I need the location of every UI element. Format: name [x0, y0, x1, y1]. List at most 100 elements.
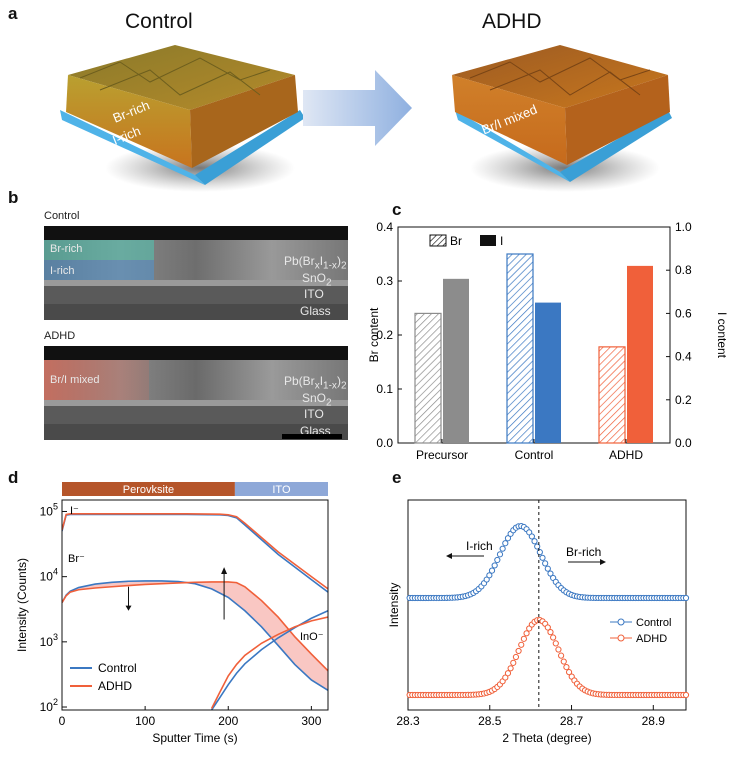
panel-a-illustration [60, 45, 672, 192]
sem-control-image: Br-rich I-rich Pb(BrxI1-x)2 SnO2 ITO Gla… [44, 226, 348, 320]
legend-label-adhd: ADHD [636, 633, 667, 645]
control-title: Control [125, 10, 193, 33]
control-right-face [190, 75, 298, 168]
sem-br-rich-label: Br-rich [50, 243, 83, 255]
panel-letter-e: e [392, 468, 402, 487]
sem-sno2-label: SnO2 [302, 391, 332, 409]
legend-swatch-i [480, 235, 496, 246]
legend-label-adhd: ADHD [98, 679, 132, 693]
scale-bar [282, 434, 342, 439]
legend-label-control: Control [98, 661, 137, 675]
data-point [563, 663, 570, 671]
y-tick-label: 105 [40, 501, 58, 518]
plot-frame [407, 499, 687, 711]
shaded-difference [62, 580, 328, 691]
series-adhd [406, 617, 690, 699]
legend-marker-adhd [617, 634, 625, 642]
annotation-i: I⁻ [70, 505, 79, 517]
band-perovskite [62, 482, 235, 496]
data-point [502, 674, 509, 681]
y-tick-label: 0.4 [376, 220, 393, 234]
data-point [550, 634, 557, 641]
sem-control-title: Control [44, 210, 80, 222]
annotation-br: Br⁻ [68, 553, 85, 565]
y-tick-label: 0.3 [376, 274, 393, 288]
y2-tick-label: 0.8 [675, 263, 692, 277]
x-tick-label: Control [515, 448, 554, 462]
adhd-right-face [565, 75, 670, 165]
data-point [494, 556, 501, 564]
y2-tick-label: 1.0 [675, 220, 692, 234]
data-point [496, 551, 504, 558]
panel-letter-a: a [8, 4, 18, 23]
data-point [504, 535, 512, 542]
data-point [560, 658, 567, 665]
y-tick-label: 0.1 [376, 382, 393, 396]
crack-lines [79, 57, 271, 83]
plot-frame [61, 499, 329, 711]
panel-letter-d: d [8, 468, 19, 487]
x-axis-label: 2 Theta (degree) [502, 731, 591, 745]
arrow-icon [303, 70, 412, 146]
legend-swatch-br [429, 234, 447, 247]
substrate-control-right [195, 110, 305, 185]
data-point [547, 629, 554, 636]
legend-marker-control [617, 618, 625, 626]
sem-br-i-mixed-label: Br/I mixed [50, 374, 100, 386]
y2-tick-label: 0.6 [675, 306, 692, 320]
control-top-face [68, 45, 295, 110]
data-point [510, 659, 517, 666]
bar-i-precursor [443, 278, 469, 443]
series-line-adhd-ino [210, 616, 328, 709]
y-axis-label: Br content [367, 307, 381, 362]
data-point [502, 540, 509, 547]
y-tick-label: 0.2 [376, 328, 393, 342]
sem-i-rich-label: I-rich [50, 265, 75, 277]
sem-sno2-label: SnO2 [302, 271, 332, 289]
panel-letter-b: b [8, 188, 19, 207]
chart-e: 28.3 28.5 28.7 28.9 2 Theta (degree) Intensit… [387, 499, 690, 745]
sem-perovskite-label: Pb(BrxI1-x)2 [284, 254, 347, 272]
x-tick-label: 0 [59, 714, 66, 728]
x-tick-label: 28.9 [642, 714, 666, 728]
annotation-ino: InO⁻ [300, 631, 324, 643]
data-point [552, 640, 559, 647]
y-axis-label: Intensity (Counts) [15, 558, 29, 652]
y2-axis-label: I content [715, 312, 729, 359]
data-point [531, 538, 538, 545]
substrate-adhd-right [560, 110, 672, 182]
data-point [523, 630, 530, 637]
arrow-left-head [446, 553, 452, 559]
x-tick-label: 200 [218, 714, 238, 728]
band-label: Perovksite [123, 484, 174, 496]
x-tick-label: 28.3 [396, 714, 420, 728]
series-line-control-ino [210, 610, 328, 710]
data-point [515, 647, 522, 655]
control-left-face [66, 75, 192, 168]
data-point [682, 594, 690, 602]
data-point [682, 691, 690, 699]
bar-br-adhd [598, 346, 626, 444]
y-tick-label: 103 [40, 632, 58, 649]
data-point [555, 646, 562, 653]
annotation-i-rich: I-rich [466, 539, 493, 553]
sem-ito-label: ITO [304, 407, 324, 421]
data-point [534, 543, 541, 550]
data-point [518, 641, 525, 648]
sem-adhd-image: Br/I mixed Pb(BrxI1-x)2 SnO2 ITO Glass [44, 346, 348, 440]
adhd-left-face [452, 75, 567, 165]
substrate-control-left [60, 110, 205, 185]
data-point [483, 576, 490, 583]
sem-ito-label: ITO [304, 287, 324, 301]
arrow-down-head [125, 605, 132, 611]
legend-label-br: Br [450, 234, 462, 248]
data-point [565, 669, 573, 676]
data-point [486, 572, 493, 579]
data-point [528, 533, 535, 540]
crack-lines [99, 69, 261, 96]
x-tick-label: Precursor [416, 448, 468, 462]
bar-br-precursor [414, 312, 442, 444]
series-line-adhd-br [62, 581, 328, 672]
data-point [542, 560, 549, 567]
x-tick-label: ADHD [609, 448, 643, 462]
